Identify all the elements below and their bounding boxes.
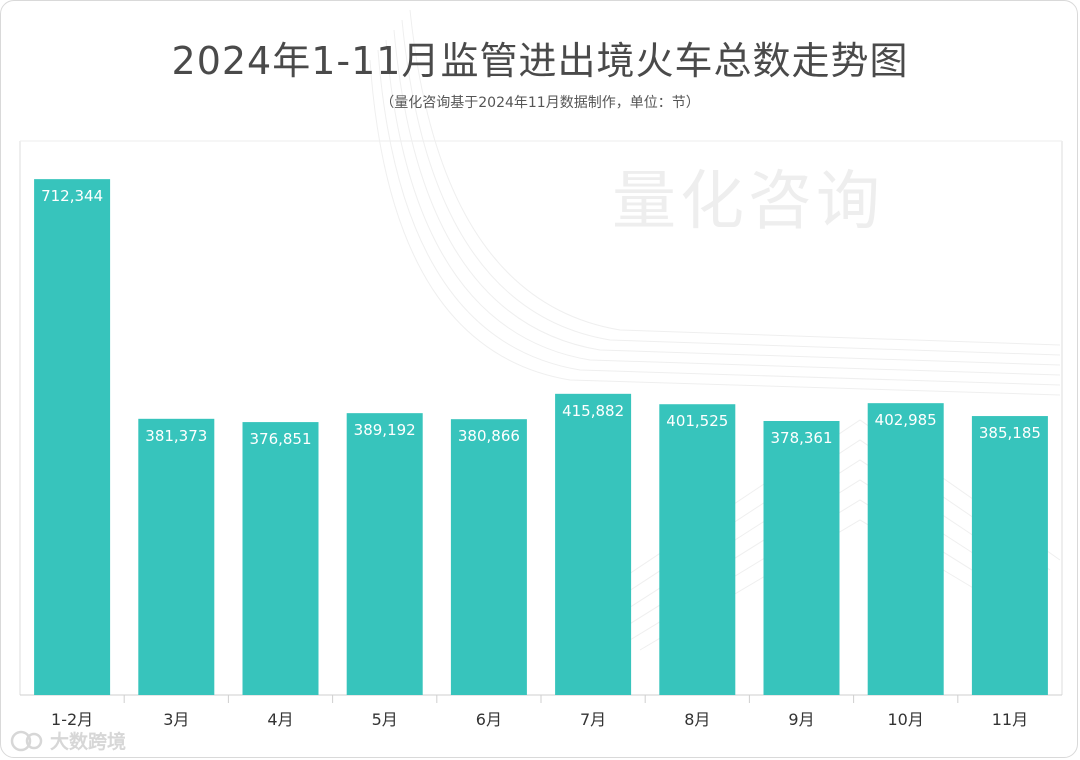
bar-value-label: 378,361 bbox=[770, 429, 832, 447]
bar-value-label: 401,525 bbox=[666, 412, 728, 430]
bar bbox=[555, 393, 632, 695]
bar-value-label: 415,882 bbox=[562, 402, 624, 420]
x-tick-label: 10月 bbox=[888, 710, 924, 729]
bar-value-label: 712,344 bbox=[41, 187, 103, 205]
bars-group: 712,344 1-2月 381,373 3月 376,851 4月 389,192 5月 38… bbox=[34, 179, 1048, 729]
x-tick-label: 3月 bbox=[163, 710, 189, 729]
bar bbox=[242, 422, 319, 695]
bar-value-label: 389,192 bbox=[354, 421, 416, 439]
bar bbox=[867, 403, 944, 695]
brand-logo-icon bbox=[10, 730, 43, 751]
bar-value-label: 376,851 bbox=[249, 430, 311, 448]
x-tick-label: 9月 bbox=[788, 710, 814, 729]
x-tick-label: 1-2月 bbox=[51, 710, 93, 729]
bar bbox=[34, 179, 111, 696]
bar-value-label: 381,373 bbox=[145, 427, 207, 445]
bar bbox=[450, 419, 527, 695]
chart-subtitle: （量化咨询基于2024年11月数据制作，单位：节） bbox=[380, 95, 700, 111]
bar bbox=[346, 413, 423, 695]
brand-logo: 大数跨境 bbox=[10, 727, 126, 754]
chart-title: 2024年1-11月监管进出境火车总数走势图 bbox=[171, 39, 909, 83]
bar-value-label: 380,866 bbox=[458, 427, 520, 445]
bar bbox=[763, 420, 840, 695]
bar-value-label: 402,985 bbox=[875, 411, 937, 429]
bar bbox=[659, 404, 736, 695]
x-tick-label: 7月 bbox=[580, 710, 606, 729]
x-tick-label: 11月 bbox=[992, 710, 1028, 729]
x-tick-label: 5月 bbox=[372, 710, 398, 729]
bar bbox=[971, 416, 1048, 695]
x-tick-label: 4月 bbox=[267, 710, 293, 729]
x-tick-label: 6月 bbox=[476, 710, 502, 729]
bar-value-label: 385,185 bbox=[979, 424, 1041, 442]
x-tick-label: 8月 bbox=[684, 710, 710, 729]
brand-logo-text: 大数跨境 bbox=[50, 731, 127, 753]
bar bbox=[138, 418, 215, 695]
background-watermark: 量化咨询 bbox=[612, 165, 884, 239]
